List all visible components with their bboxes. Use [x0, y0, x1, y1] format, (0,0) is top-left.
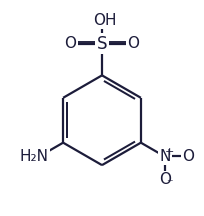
Text: S: S [97, 35, 107, 53]
Text: N: N [159, 149, 170, 164]
Text: O: O [159, 172, 171, 187]
Text: O: O [64, 36, 76, 51]
Text: +: + [165, 147, 174, 157]
Text: O: O [128, 36, 140, 51]
Text: O: O [182, 149, 194, 164]
Text: ⁻: ⁻ [166, 178, 173, 191]
Text: H₂N: H₂N [20, 149, 49, 164]
Text: OH: OH [93, 13, 116, 28]
